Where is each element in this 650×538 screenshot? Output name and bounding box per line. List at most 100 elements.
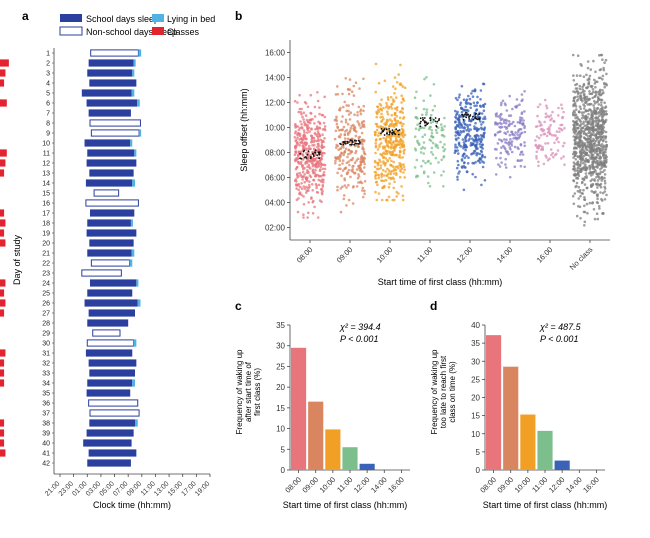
panel-b-mean-point	[438, 118, 441, 120]
panel-b-mean-point	[423, 120, 426, 123]
panel-b-mean-point	[434, 117, 437, 119]
panel-b-point	[596, 126, 600, 130]
panel-b-point	[395, 121, 398, 125]
panel-b-point	[477, 134, 480, 138]
panel-b-point	[598, 133, 602, 137]
panel-b-point	[307, 189, 310, 192]
panel-b-point	[583, 89, 586, 93]
panel-b-point	[594, 119, 598, 123]
panel-a-lying-in-bed-bar	[131, 89, 135, 97]
panel-b-mean-point	[318, 157, 321, 160]
panel-b-point	[380, 112, 383, 116]
panel-b-point	[363, 180, 367, 183]
panel-b-point	[545, 104, 548, 107]
panel-b-mean-point	[388, 133, 391, 136]
panel-b-point	[573, 101, 577, 105]
panel-b-point	[593, 179, 596, 182]
panel-b-point	[345, 204, 348, 207]
panel-b-point	[579, 62, 582, 66]
panel-a-day-label: 10	[42, 141, 50, 148]
panel-b-point	[303, 180, 307, 184]
panel-b-point	[387, 107, 390, 110]
panel-b-point	[482, 132, 486, 135]
panel-b-point	[299, 111, 303, 114]
panel-b-point	[307, 211, 310, 215]
panel-a-day-label: 37	[42, 411, 50, 418]
panel-b-point	[357, 136, 361, 139]
panel-b-point	[293, 136, 297, 139]
panel-b-point	[429, 139, 433, 143]
panel-b-point	[515, 98, 519, 101]
panel-b-point	[579, 194, 582, 198]
panel-b-point	[574, 158, 578, 161]
panel-b-point	[580, 127, 583, 130]
panel-b-point	[356, 144, 360, 147]
panel-c-bar	[308, 401, 324, 470]
panel-b-point	[588, 149, 591, 153]
panel-b-point	[593, 82, 597, 85]
panel-b-point	[502, 119, 506, 122]
panel-b-point	[298, 134, 302, 138]
panel-b-point	[521, 122, 525, 125]
panel-b-point	[396, 119, 400, 123]
panel-b-point	[311, 164, 315, 168]
panel-b-point	[339, 106, 342, 110]
panel-b-point	[498, 116, 502, 119]
panel-b-point	[314, 182, 318, 186]
panel-b-point	[581, 156, 584, 159]
panel-b-point	[294, 157, 298, 160]
panel-b-point	[302, 111, 306, 114]
panel-b-point	[590, 154, 594, 157]
panel-b-point	[596, 163, 600, 166]
panel-a-day-label: 8	[46, 121, 50, 128]
panel-b-point	[601, 177, 604, 181]
panel-b-point	[361, 189, 364, 192]
panel-b-point	[333, 137, 337, 141]
panel-b-point	[520, 116, 524, 120]
panel-b-point	[605, 160, 608, 164]
panel-b-point	[597, 97, 600, 100]
panel-b-point	[380, 98, 383, 101]
panel-b-point	[431, 108, 435, 112]
panel-b-point	[343, 137, 347, 140]
panel-b-point	[362, 147, 365, 151]
panel-b-point	[345, 104, 349, 107]
panel-b-point	[296, 136, 299, 139]
panel-b-point	[495, 156, 498, 160]
panel-b-point	[417, 128, 421, 132]
panel-a-nonschool-sleep-bar	[90, 49, 139, 57]
panel-b-mean-point	[349, 143, 351, 146]
panel-b-point	[508, 94, 512, 98]
panel-b-point	[318, 169, 322, 172]
panel-b-point	[504, 147, 507, 151]
panel-b-point	[476, 95, 479, 99]
panel-b-point	[459, 145, 463, 148]
panel-b-point	[389, 137, 393, 141]
panel-b-point	[307, 120, 310, 124]
panel-b-point	[572, 202, 576, 206]
panel-b-point	[436, 126, 440, 130]
panel-b-mean-point	[346, 140, 349, 143]
panel-b-point	[362, 160, 366, 164]
panel-b-point	[389, 95, 393, 99]
panel-b-point	[396, 106, 399, 109]
panel-b-point	[519, 164, 523, 168]
panel-b-mean-point	[305, 157, 308, 159]
panel-b-point	[362, 195, 365, 199]
panel-b-point	[572, 99, 575, 103]
panel-b-point	[584, 120, 588, 123]
panel-b-point	[596, 100, 600, 103]
panel-b-mean-point	[421, 117, 424, 119]
panel-b-point	[380, 172, 384, 176]
panel-b-point	[305, 191, 308, 194]
panel-b-point	[481, 154, 484, 158]
panel-b-point	[600, 107, 603, 110]
panel-b-point	[317, 175, 321, 178]
panel-b-point	[379, 125, 383, 128]
panel-b-point	[308, 180, 311, 183]
panel-b-point	[402, 122, 405, 126]
panel-b-point	[523, 130, 527, 134]
panel-b-point	[313, 171, 317, 175]
panel-b-point	[389, 172, 393, 176]
panel-b-point	[428, 185, 432, 188]
